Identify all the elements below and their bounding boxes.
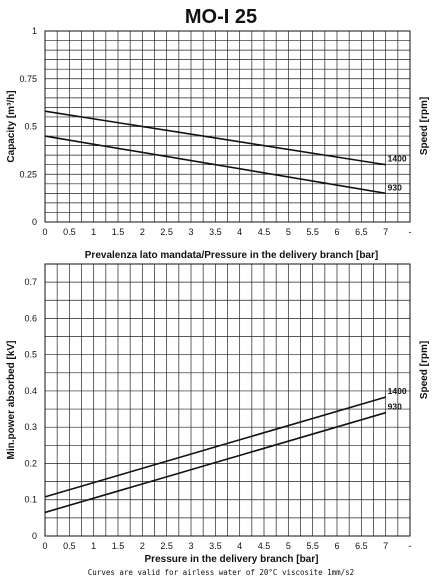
capacity-x-tick-label: 6: [334, 227, 339, 237]
capacity-x-tick-label: 4.5: [258, 227, 271, 237]
capacity-x-tick-label: 5: [286, 227, 291, 237]
power-y-tick-label: 0.5: [24, 350, 37, 360]
capacity-x-tick-label: 3.5: [209, 227, 222, 237]
power-x-tick-label: 2: [140, 541, 145, 551]
power-y-tick-label: 0: [32, 531, 37, 541]
capacity-x-tick-label: 4: [237, 227, 242, 237]
power-plot-frame: [44, 263, 411, 537]
capacity-x-tick-label: 0.5: [63, 227, 76, 237]
capacity-x-tick-label: 3: [188, 227, 193, 237]
capacity-y-tick-label: 0: [32, 217, 37, 227]
power-x-tick-label: 0.5: [63, 541, 76, 551]
capacity-series-1400-label: 1400: [388, 154, 407, 164]
capacity-x-tick-label: 0: [42, 227, 47, 237]
capacity-x-tick-label: 5.5: [306, 227, 319, 237]
power-x-tick-label: 5: [286, 541, 291, 551]
capacity-x-tick-label: 6.5: [355, 227, 368, 237]
power-x-tick-label: 6.5: [355, 541, 368, 551]
capacity-x-axis-label: Prevalenza lato mandata/Pressure in the …: [85, 250, 378, 261]
power-x-tick-label: 3: [188, 541, 193, 551]
power-x-tick-label: 4.5: [258, 541, 271, 551]
power-y-tick-label: 0.2: [24, 458, 37, 468]
power-y-tick-label: 0.1: [24, 495, 37, 505]
power-series-930-label: 930: [388, 402, 402, 412]
power-y-axis-label: Min.power absorbed [kV]: [6, 341, 17, 460]
capacity-chart: 0 0.5 1 1.5 2 2.5 3 3.5 4 4.5 5 5.5 6 6.5 7 - 0 0.25 0.5 0.…: [6, 26, 430, 261]
power-x-tick-label: 7: [383, 541, 388, 551]
capacity-x-tick-label: 7: [383, 227, 388, 237]
power-y-tick-label: 0.3: [24, 422, 37, 432]
capacity-y-tick-label: 0.25: [19, 169, 37, 179]
capacity-right-axis-label: Speed [rpm]: [419, 97, 430, 155]
capacity-x-tick-label: 2.5: [160, 227, 173, 237]
power-series-1400-label: 1400: [388, 386, 407, 396]
power-x-tick-label: 2.5: [160, 541, 173, 551]
power-chart: 0 0.5 1 1.5 2 2.5 3 3.5 4 4.5 5 5.5 6 6.5 7 - 0 0.1 0.2 0.3…: [6, 263, 430, 565]
power-x-axis-label: Pressure in the delivery branch [bar]: [145, 554, 319, 565]
capacity-x-tick-label: 2: [140, 227, 145, 237]
capacity-series-930-label: 930: [388, 182, 402, 192]
capacity-y-tick-label: 0.75: [19, 74, 37, 84]
power-x-tick-label: 1.5: [112, 541, 125, 551]
power-right-axis-label: Speed [rpm]: [419, 341, 430, 399]
capacity-y-tick-label: 0.5: [24, 122, 37, 132]
power-x-tick-label: 6: [334, 541, 339, 551]
power-series-930-line: [44, 411, 386, 514]
capacity-series-930-line: [44, 135, 386, 195]
capacity-y-axis-label: Capacity [m³/h]: [6, 90, 17, 162]
capacity-x-tick-label: -: [409, 227, 412, 237]
power-x-tick-label: 5.5: [306, 541, 319, 551]
power-y-tick-label: 0.7: [24, 277, 37, 287]
power-x-tick-label: 4: [237, 541, 242, 551]
power-x-tick-label: 3.5: [209, 541, 222, 551]
power-y-tick-label: 0.4: [24, 386, 37, 396]
capacity-x-tick-label: 1: [91, 227, 96, 237]
capacity-series-1400-line: [44, 110, 386, 166]
footnote: Curves are valid for airless water of 20…: [88, 568, 354, 577]
power-x-tick-label: 0: [42, 541, 47, 551]
power-series-1400-line: [44, 396, 386, 498]
power-x-tick-label: -: [409, 541, 412, 551]
capacity-x-tick-label: 1.5: [112, 227, 125, 237]
figure-title: MO-I 25: [185, 6, 257, 28]
power-x-tick-label: 1: [91, 541, 96, 551]
power-y-tick-label: 0.6: [24, 313, 37, 323]
capacity-plot-frame: [44, 30, 411, 223]
capacity-y-tick-label: 1: [32, 26, 37, 36]
